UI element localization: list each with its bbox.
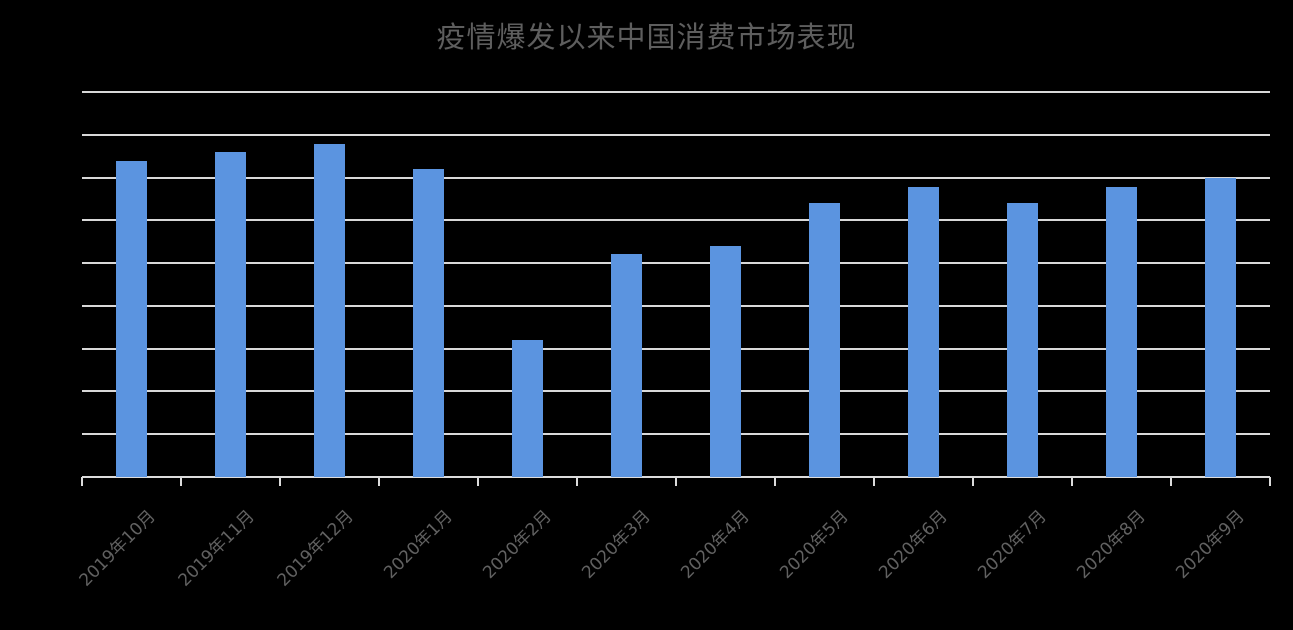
bar [611, 253, 642, 477]
y-gridline [82, 262, 1270, 265]
x-axis-label: 2020年2月 [479, 506, 556, 583]
x-axis-tick [81, 477, 83, 486]
x-axis-tick [378, 477, 380, 486]
x-axis-label: 2019年12月 [273, 506, 358, 591]
bar [314, 144, 345, 477]
x-axis-label: 2019年10月 [75, 506, 160, 591]
x-axis-tick [180, 477, 182, 486]
x-axis-tick [1170, 477, 1172, 486]
x-axis-label: 2020年9月 [1172, 506, 1249, 583]
bar [1106, 186, 1137, 477]
bar [1205, 177, 1236, 477]
x-axis-label: 2020年4月 [677, 506, 754, 583]
x-axis-tick [279, 477, 281, 486]
y-gridline [82, 347, 1270, 350]
bar [512, 340, 543, 477]
bar [116, 161, 147, 477]
x-axis-tick [477, 477, 479, 486]
x-axis-tick [675, 477, 677, 486]
x-axis-tick [576, 477, 578, 486]
x-axis-label: 2020年6月 [875, 506, 952, 583]
bar [1007, 203, 1038, 477]
x-axis-label: 2020年1月 [380, 506, 457, 583]
y-gridline [82, 133, 1270, 136]
bar [215, 151, 246, 477]
chart-title: 疫情爆发以来中国消费市场表现 [436, 20, 857, 54]
y-gridline [82, 390, 1270, 393]
bar [710, 246, 741, 477]
plot-area [81, 91, 1271, 486]
x-axis-tick [1071, 477, 1073, 486]
bar [809, 203, 840, 477]
x-axis-label: 2020年8月 [1073, 506, 1150, 583]
y-gridline [82, 91, 1270, 93]
x-axis-label: 2019年11月 [174, 506, 259, 591]
x-axis-tick [1269, 477, 1271, 486]
x-axis-label: 2020年5月 [776, 506, 853, 583]
x-axis-label: 2020年7月 [974, 506, 1051, 583]
bar [413, 169, 444, 477]
y-gridline [82, 219, 1270, 222]
bar [908, 186, 939, 477]
x-axis-tick [774, 477, 776, 486]
y-gridline [82, 176, 1270, 179]
x-axis-label: 2020年3月 [578, 506, 655, 583]
y-gridline [82, 433, 1270, 436]
y-gridline [82, 304, 1270, 307]
x-axis-tick [873, 477, 875, 486]
x-axis-tick [972, 477, 974, 486]
